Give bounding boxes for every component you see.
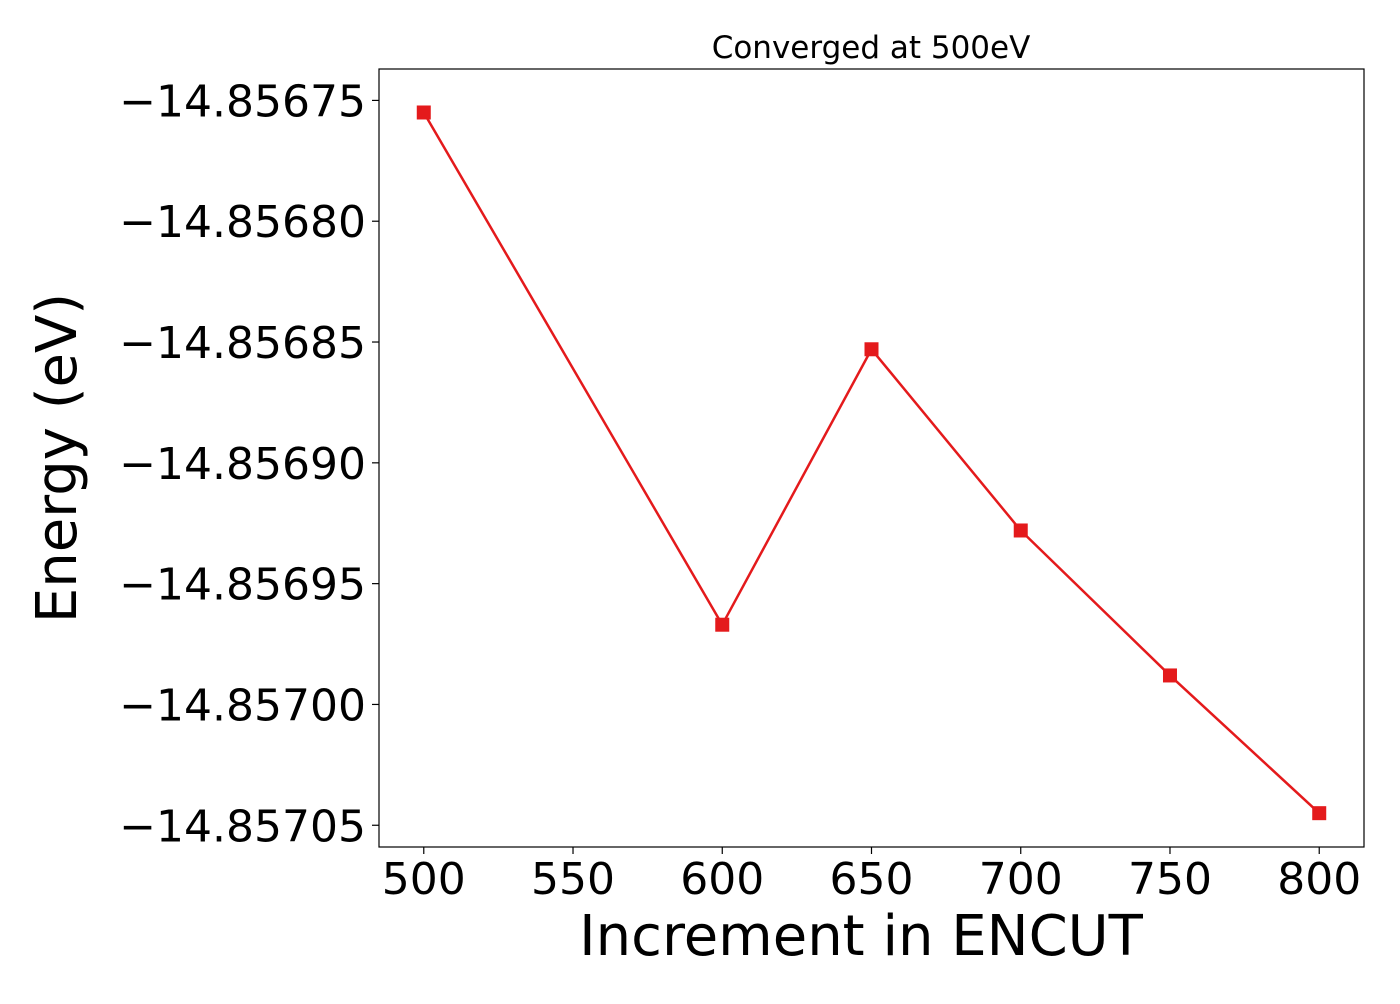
x-tick-label: 750	[1128, 854, 1212, 905]
y-tick-label: −14.85700	[119, 680, 366, 731]
x-axis: 500 550 600 650 700 750 800	[382, 847, 1361, 905]
plot-frame	[378, 68, 1365, 848]
plot-area	[416, 105, 1327, 821]
x-tick-label: 600	[680, 854, 764, 905]
y-tick-label: −14.85690	[119, 439, 366, 490]
x-tick-label: 800	[1277, 854, 1361, 905]
y-tick-label: −14.85680	[119, 197, 366, 248]
data-point-marker	[1312, 806, 1327, 821]
data-point-marker	[864, 342, 879, 357]
data-point-marker	[1162, 668, 1177, 683]
y-tick-label: −14.85675	[119, 76, 366, 127]
x-tick-label: 700	[979, 854, 1063, 905]
data-point-marker	[1013, 523, 1028, 538]
y-tick-label: −14.85705	[119, 801, 366, 852]
y-tick-label: −14.85685	[119, 318, 366, 369]
x-tick-label: 550	[531, 854, 615, 905]
y-tick-label: −14.85695	[119, 560, 366, 611]
x-tick-label: 500	[382, 854, 466, 905]
data-point-marker	[416, 105, 431, 120]
x-tick-label: 650	[830, 854, 914, 905]
data-point-marker	[715, 617, 730, 632]
chart-title: Converged at 500eV	[712, 30, 1031, 66]
series-line	[422, 111, 1321, 815]
x-axis-title: Increment in ENCUT	[579, 904, 1144, 969]
y-axis-title: Energy (eV)	[25, 293, 90, 623]
y-axis: −14.85675 −14.85680 −14.85685 −14.85690 −14.…	[119, 76, 379, 852]
